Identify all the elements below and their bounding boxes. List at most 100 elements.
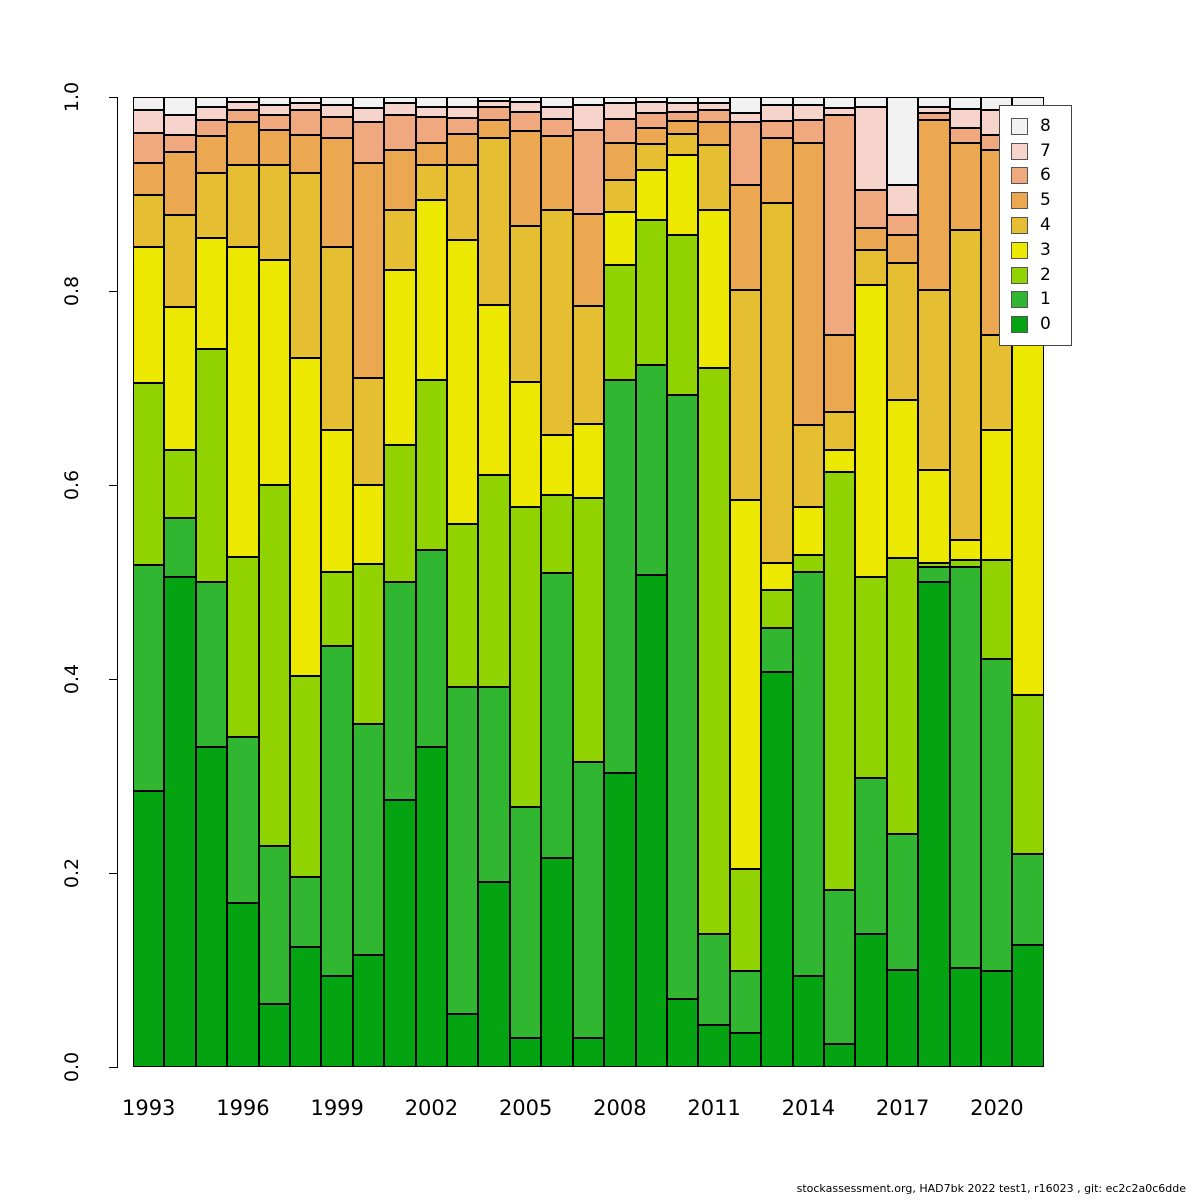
bar-2006-age-1: [541, 573, 573, 859]
bar-2013-age-0: [761, 672, 793, 1067]
bar-2002-age-4: [415, 164, 448, 200]
bar-2019-age-0: [949, 968, 981, 1067]
bar-1994-age-3: [164, 307, 196, 451]
bar-1993-age-0: [133, 791, 165, 1067]
bar-2014-age-3: [792, 507, 824, 555]
legend-item-age-1: 1: [1000, 291, 1071, 309]
bar-2015: [823, 97, 856, 1067]
bar-2015-age-0: [823, 1043, 856, 1067]
bar-2021-age-2: [1012, 694, 1044, 854]
bar-1996-age-0: [227, 903, 259, 1067]
bar-2000-age-6: [352, 122, 385, 163]
bar-1997-age-8: [258, 97, 291, 105]
bar-2009-age-1: [635, 364, 667, 576]
bar-2003-age-2: [447, 523, 479, 687]
bar-1995: [195, 97, 228, 1067]
x-label-1999: 1999: [310, 1096, 364, 1120]
y-tick-label-0.0: 0.0: [61, 1051, 83, 1083]
bar-1998-age-7: [290, 102, 322, 110]
bar-2009-age-2: [635, 220, 667, 365]
bar-2016: [855, 97, 887, 1067]
bar-2003-age-0: [447, 1013, 479, 1067]
bar-2017: [886, 97, 919, 1067]
bar-2001-age-7: [384, 102, 416, 116]
bar-1996-age-3: [227, 247, 259, 557]
bar-2007-age-1: [572, 762, 605, 1038]
bar-1993-age-3: [133, 247, 165, 384]
bar-1994-age-7: [164, 115, 196, 135]
bar-2014-age-1: [792, 572, 824, 976]
bar-2020-age-3: [980, 429, 1013, 560]
bar-2008-age-3: [604, 212, 636, 265]
bar-2000-age-4: [352, 378, 385, 485]
plot-area: [133, 97, 1044, 1067]
bar-2011: [698, 97, 730, 1067]
bar-2013: [761, 97, 793, 1067]
bar-2015-age-6: [823, 115, 856, 335]
bar-1993: [133, 97, 165, 1067]
bar-2002-age-1: [415, 549, 448, 747]
bar-2005-age-1: [509, 806, 542, 1038]
y-tick-0.4: [109, 679, 117, 680]
bar-2015-age-3: [823, 450, 856, 473]
x-label-2014: 2014: [781, 1096, 836, 1120]
bar-2009-age-6: [635, 112, 667, 129]
bar-2005-age-2: [509, 507, 542, 807]
bar-2016-age-4: [855, 250, 887, 286]
bar-2018-age-5: [918, 120, 950, 290]
bar-2009-age-7: [635, 101, 667, 113]
bar-1994-age-0: [164, 577, 196, 1067]
bar-2008-age-7: [604, 102, 636, 120]
y-tick-label-0.8: 0.8: [61, 275, 83, 307]
bar-2014-age-2: [792, 554, 824, 573]
legend-swatch-age-5: [1011, 192, 1028, 210]
legend-item-age-2: 2: [1000, 266, 1071, 284]
bar-2011-age-0: [698, 1025, 730, 1067]
bar-2013-age-6: [761, 121, 793, 138]
x-label-2008: 2008: [593, 1096, 647, 1120]
bar-2012-age-3: [729, 500, 762, 870]
bar-2018-age-4: [918, 290, 950, 471]
bar-2020-age-1: [980, 658, 1013, 971]
legend-swatch-age-3: [1011, 241, 1028, 259]
bar-2003-age-1: [447, 686, 479, 1014]
bar-1999: [321, 97, 353, 1067]
bar-1993-age-8: [133, 97, 165, 110]
bar-2002-age-7: [415, 106, 448, 118]
y-tick-0.2: [109, 873, 117, 874]
bar-2010-age-3: [666, 155, 699, 235]
bar-2006-age-4: [541, 210, 573, 435]
bar-2015-age-7: [823, 107, 856, 116]
bar-2009-age-8: [635, 97, 667, 102]
bar-1999-age-7: [321, 104, 353, 118]
bar-2015-age-2: [823, 472, 856, 891]
bar-2005-age-3: [509, 382, 542, 508]
bar-2019-age-8: [949, 97, 981, 109]
bar-2015-age-5: [823, 334, 856, 413]
bar-2001-age-2: [384, 445, 416, 582]
bar-2004-age-4: [478, 137, 510, 305]
bar-1998-age-6: [290, 109, 322, 135]
y-tick-label-0.6: 0.6: [61, 469, 83, 501]
bar-1993-age-5: [133, 162, 165, 195]
bar-2003: [447, 97, 479, 1067]
bar-2016-age-1: [855, 777, 887, 935]
bar-2016-age-7: [855, 106, 887, 191]
bar-1997-age-2: [258, 484, 291, 846]
bar-1995-age-3: [195, 237, 228, 350]
y-tick-0.0: [109, 1067, 117, 1068]
bar-1997-age-5: [258, 129, 291, 165]
bar-2000-age-0: [352, 955, 385, 1067]
legend-label-age-7: 7: [1040, 140, 1051, 161]
bar-1994: [164, 97, 196, 1067]
bar-1993-age-7: [133, 109, 165, 133]
bar-2011-age-5: [698, 122, 730, 146]
x-label-2017: 2017: [875, 1096, 930, 1120]
legend-item-age-8: 8: [1000, 117, 1071, 135]
bar-2019-age-4: [949, 229, 981, 541]
bar-2003-age-3: [447, 239, 479, 524]
bar-2010-age-8: [666, 97, 699, 103]
bar-2014-age-5: [792, 142, 824, 425]
bar-1997: [258, 97, 291, 1067]
